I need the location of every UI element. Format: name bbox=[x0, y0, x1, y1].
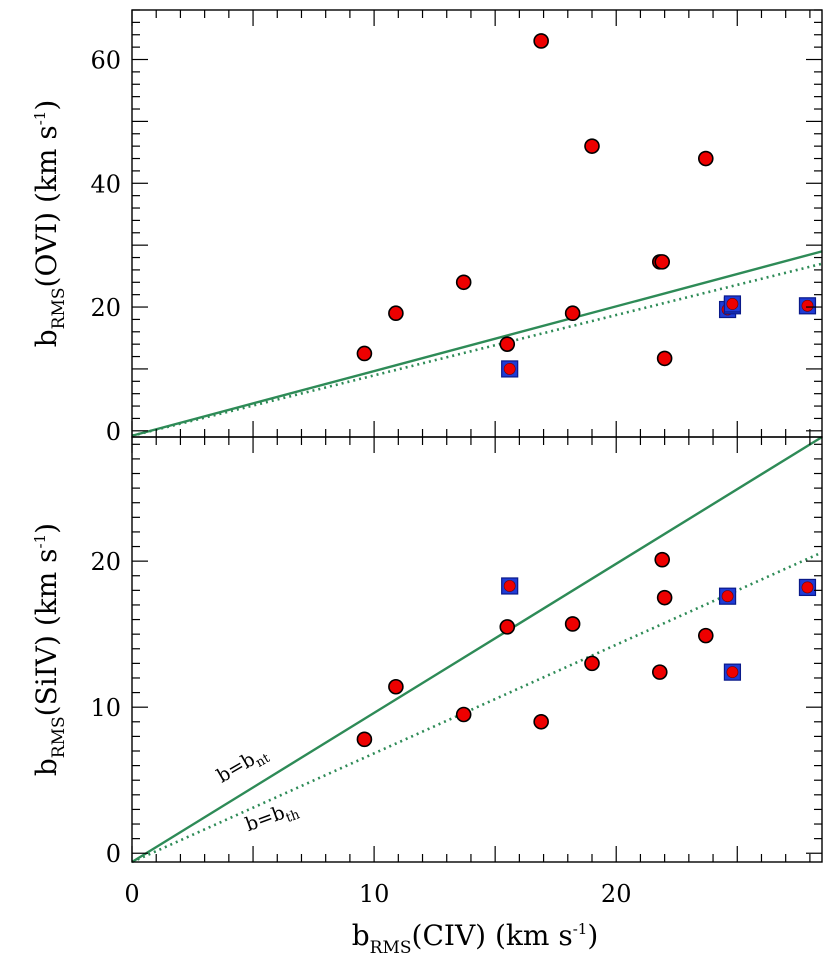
red-circle-marker bbox=[356, 345, 373, 362]
plot-frame-top bbox=[131, 9, 823, 438]
reference-line-dotted-top bbox=[131, 262, 823, 438]
red-circle-marker bbox=[388, 678, 404, 695]
annotation-bth: b=bth bbox=[242, 797, 302, 840]
y-axis-title-bottom: bRMS(SiIV) (km s-1) bbox=[30, 523, 69, 776]
red-circle-marker bbox=[697, 150, 714, 167]
red-inner-circle-marker bbox=[503, 580, 516, 592]
x-axis-title: bRMS(CIV) (km s-1) bbox=[352, 919, 599, 958]
y-axis-title-top-close: ) bbox=[30, 100, 63, 111]
red-circle-marker bbox=[533, 33, 549, 49]
red-circle-marker bbox=[533, 713, 549, 730]
reference-lines bbox=[131, 250, 823, 864]
annotation-bth-main: b=b bbox=[242, 802, 287, 836]
red-circle-marker bbox=[455, 274, 472, 291]
red-circle-marker bbox=[584, 655, 600, 672]
red-circle-marker bbox=[564, 305, 581, 322]
y-axis-title-bottom-rest: (SiIV) (km s bbox=[30, 548, 63, 716]
reference-line-solid-bottom bbox=[131, 435, 823, 864]
red-circle-marker bbox=[584, 138, 600, 154]
y-axis-title-bottom-main: b bbox=[30, 758, 63, 776]
x-axis-title-rest: (CIV) (km s bbox=[412, 919, 573, 952]
reference-line-solid-top bbox=[131, 250, 823, 437]
x-axis-title-close: ) bbox=[587, 919, 598, 952]
y-axis-title-bottom-close: ) bbox=[30, 523, 63, 534]
y-tick-label: 60 bbox=[90, 47, 121, 75]
plot-frame-bottom bbox=[131, 436, 823, 863]
red-inner-circle-marker bbox=[503, 363, 516, 375]
red-circle-marker bbox=[654, 254, 671, 270]
red-circle-marker bbox=[654, 551, 671, 568]
red-inner-circle-marker bbox=[726, 298, 739, 310]
red-circle-marker bbox=[388, 305, 404, 322]
red-circle-marker bbox=[656, 589, 673, 606]
red-circle-marker bbox=[499, 336, 516, 352]
y-axis-title-top: bRMS(OVI) (km s-1) bbox=[30, 100, 69, 348]
y-axis-title-bottom-sub: RMS bbox=[49, 716, 69, 758]
red-inner-circle-marker bbox=[801, 299, 814, 312]
red-inner-circle-marker bbox=[801, 581, 814, 594]
y-tick-label: 10 bbox=[90, 694, 121, 722]
x-axis-title-sup: -1 bbox=[573, 920, 588, 938]
annotation-bnt-main: b=b bbox=[213, 748, 259, 787]
x-axis-title-sub: RMS bbox=[370, 938, 412, 958]
red-circle-marker bbox=[697, 627, 714, 644]
red-circle-marker bbox=[564, 616, 581, 632]
red-circle-marker bbox=[356, 731, 373, 748]
x-tick-label: 10 bbox=[359, 880, 390, 908]
x-tick-label: 20 bbox=[601, 880, 632, 908]
y-tick-label: 0 bbox=[106, 840, 121, 868]
y-axis-title-top-sub: RMS bbox=[49, 287, 69, 329]
y-tick-label: 20 bbox=[90, 294, 121, 322]
red-circle-marker bbox=[499, 619, 516, 635]
y-axis-title-top-main: b bbox=[30, 329, 63, 347]
axes bbox=[131, 9, 823, 863]
annotation-bth-sub: th bbox=[284, 807, 302, 826]
red-circle-marker bbox=[455, 706, 472, 723]
y-tick-label: 0 bbox=[106, 418, 121, 446]
x-axis-title-main: b bbox=[352, 919, 370, 952]
data-points bbox=[356, 33, 817, 748]
annotation-bnt: b=bnt bbox=[213, 741, 273, 791]
y-axis-title-top-rest: (OVI) (km s bbox=[30, 125, 63, 287]
y-tick-label: 40 bbox=[90, 170, 121, 198]
y-tick-label: 20 bbox=[90, 548, 121, 576]
y-axis-title-top-sup: -1 bbox=[31, 111, 49, 126]
x-tick-label: 0 bbox=[124, 880, 139, 908]
red-inner-circle-marker bbox=[726, 666, 739, 679]
red-inner-circle-marker bbox=[721, 590, 734, 603]
red-circle-marker bbox=[656, 350, 673, 367]
red-circle-marker bbox=[651, 664, 668, 680]
reference-line-dotted-bottom bbox=[131, 551, 823, 864]
y-axis-title-bottom-sup: -1 bbox=[31, 534, 49, 549]
